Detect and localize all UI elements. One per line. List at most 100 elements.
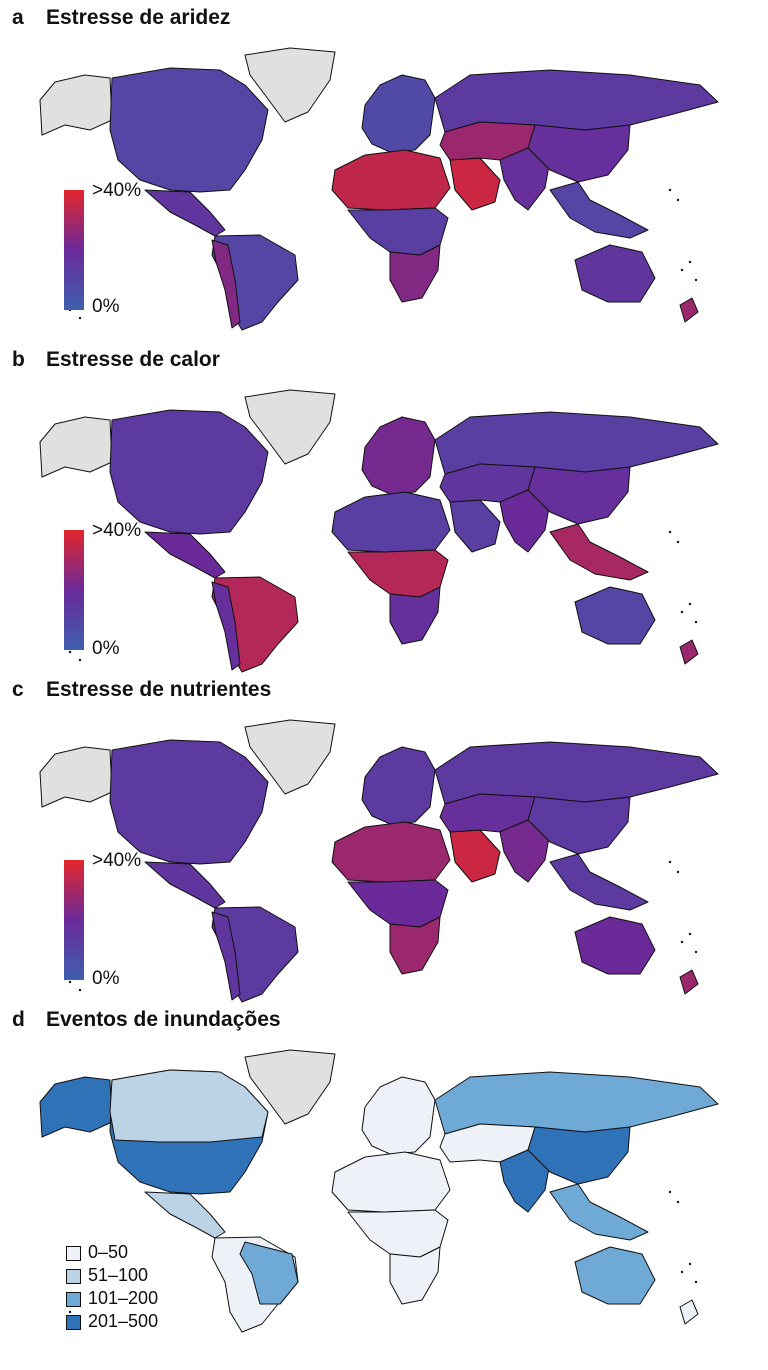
panel-c-legend-max: >40% [92, 850, 142, 871]
region-arabia [449, 157, 501, 211]
region-china [527, 466, 631, 525]
region-china [527, 124, 631, 183]
island-dot [668, 860, 672, 864]
panel-c-header: c Estresse de nutrientes [12, 678, 271, 702]
panel-b-legend-min: 0% [92, 638, 120, 659]
heat-map [39, 389, 719, 673]
panel-a-legend-min: 0% [92, 296, 120, 317]
region-sahara [331, 149, 451, 211]
panel-a-letter: a [12, 6, 24, 29]
region-nz [679, 639, 699, 665]
island-dot [694, 950, 698, 954]
flood-legend-swatch [66, 1269, 81, 1284]
region-alaska [39, 1076, 113, 1138]
panel-b-title: Estresse de calor [46, 348, 220, 371]
region-alaska [39, 746, 113, 808]
panel-c-letter: c [12, 678, 24, 701]
panel-d-letter: d [12, 1008, 25, 1031]
region-europe [361, 74, 436, 153]
region-alaska [39, 74, 113, 136]
panel-c-title: Estresse de nutrientes [46, 678, 272, 701]
region-southern-africa [389, 586, 441, 645]
island-dot [676, 870, 680, 874]
island-dot [688, 932, 692, 936]
region-north-america [109, 67, 269, 193]
panel-c-legend-gradient [64, 860, 84, 980]
island-dot [668, 188, 672, 192]
region-se-asia [549, 1183, 649, 1241]
region-southern-africa [389, 1246, 441, 1305]
region-arabia [449, 499, 501, 553]
flood-legend-swatch [66, 1292, 81, 1307]
panel-b-legend-gradient [64, 530, 84, 650]
panel-b-legend-max: >40% [92, 520, 142, 541]
region-central-america [144, 861, 226, 909]
flood-legend-label: 0–50 [88, 1242, 129, 1262]
region-brazil [239, 1241, 299, 1305]
panel-a-legend-max: >40% [92, 180, 142, 201]
region-sahara [331, 491, 451, 553]
region-greenland [244, 47, 336, 123]
region-alaska [39, 416, 113, 478]
region-andes [211, 581, 241, 671]
island-dot [688, 1262, 692, 1266]
panel-a-header: a Estresse de aridez [12, 6, 230, 30]
island-dot [78, 658, 82, 662]
region-australia [574, 1246, 656, 1305]
island-dot [680, 268, 684, 272]
panel-d-header: d Eventos de inundações [12, 1008, 281, 1032]
region-greenland [244, 389, 336, 465]
aridity-map [39, 47, 719, 331]
island-dot [68, 980, 72, 984]
region-se-asia [549, 523, 649, 581]
region-north-america [109, 409, 269, 535]
panel-b-letter: b [12, 348, 25, 371]
island-dot [668, 1190, 672, 1194]
panel-a-title: Estresse de aridez [46, 6, 231, 29]
panel-a-legend-gradient [64, 190, 84, 310]
region-southern-africa [389, 916, 441, 975]
island-dot [680, 610, 684, 614]
island-dot [688, 602, 692, 606]
region-europe [361, 416, 436, 495]
region-greenland [244, 1049, 336, 1125]
region-greenland [244, 719, 336, 795]
region-canada [109, 1069, 269, 1143]
island-dot [688, 260, 692, 264]
region-nz [679, 1299, 699, 1325]
flood-map [39, 1049, 719, 1333]
region-andes [211, 911, 241, 1001]
region-australia [574, 916, 656, 975]
panel-d-title: Eventos de inundações [46, 1008, 281, 1031]
island-dot [78, 988, 82, 992]
island-dot [694, 1280, 698, 1284]
region-australia [574, 244, 656, 303]
panel-c-legend-min: 0% [92, 968, 120, 989]
panel-b-header: b Estresse de calor [12, 348, 220, 372]
region-sahara [331, 821, 451, 883]
region-nz [679, 297, 699, 323]
island-dot [694, 620, 698, 624]
region-central-america [144, 1191, 226, 1239]
region-central-america [144, 531, 226, 579]
region-china [527, 796, 631, 855]
flood-legend-swatch [66, 1246, 81, 1261]
region-arabia [449, 829, 501, 883]
island-dot [78, 316, 82, 320]
island-dot [680, 1270, 684, 1274]
flood-legend-label: 101–200 [88, 1288, 159, 1308]
region-sahara [331, 1151, 451, 1213]
nutrient-map [39, 719, 719, 1003]
region-se-asia [549, 853, 649, 911]
island-dot [694, 278, 698, 282]
region-europe [361, 1076, 436, 1155]
island-dot [676, 540, 680, 544]
region-north-america [109, 739, 269, 865]
island-dot [676, 198, 680, 202]
region-australia [574, 586, 656, 645]
island-dot [68, 1310, 72, 1314]
flood-legend-label: 201–500 [88, 1311, 159, 1331]
region-andes [211, 239, 241, 329]
island-dot [668, 530, 672, 534]
region-southern-africa [389, 244, 441, 303]
